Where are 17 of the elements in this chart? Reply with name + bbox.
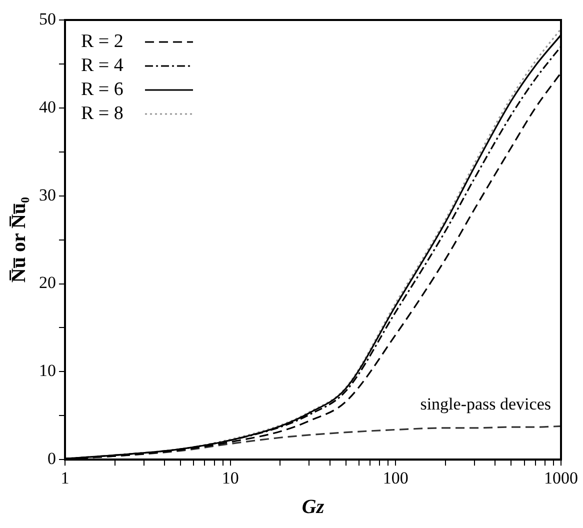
legend-label: R = 2	[81, 30, 124, 52]
x-tick-label: 10	[222, 468, 239, 488]
y-tick-label: 0	[48, 449, 56, 468]
y-tick-label: 10	[39, 361, 56, 380]
x-tick-label: 100	[382, 468, 408, 488]
y-tick-label: 50	[39, 9, 56, 28]
legend-label: R = 4	[81, 54, 124, 76]
x-axis-title: Gz	[302, 496, 324, 518]
y-axis-title: N̅u̅ or N̅u̅₀	[8, 196, 30, 283]
x-tick-label: 1000	[544, 468, 578, 488]
x-tick-label: 1	[60, 468, 70, 488]
legend-label: R = 6	[81, 78, 124, 100]
legend-label: R = 8	[81, 102, 124, 124]
y-tick-label: 30	[39, 185, 56, 204]
y-tick-label: 40	[39, 97, 56, 116]
y-tick-label: 20	[39, 273, 56, 292]
annotation: single-pass devices	[420, 394, 551, 414]
